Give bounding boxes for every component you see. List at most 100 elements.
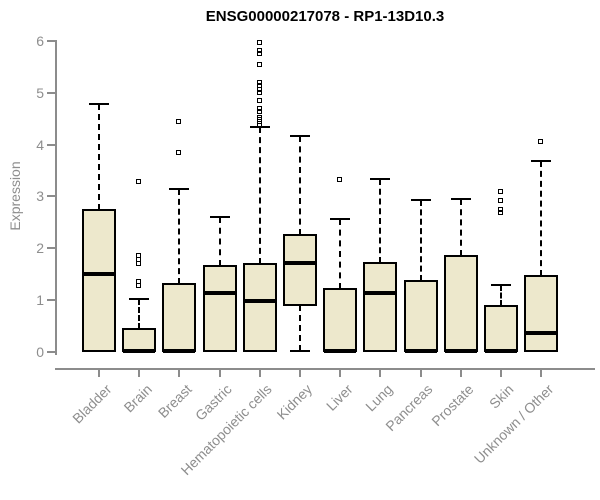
outlier-hematopoietic-cells (256, 98, 262, 104)
whisker-upper-liver (339, 219, 342, 290)
outlier-hematopoietic-cells (256, 108, 262, 114)
x-tick-label-breast: Breast (154, 381, 195, 421)
median-unknown-other (525, 330, 558, 335)
x-tick (419, 369, 422, 377)
x-tick (299, 369, 301, 377)
chart-title: ENSG00000217078 - RP1-13D10.3 (205, 8, 445, 25)
whisker-cap-upper-prostate (450, 197, 471, 200)
outlier-hematopoietic-cells (256, 90, 262, 96)
y-tick-label: 1 (36, 292, 44, 309)
box-pancreas (403, 279, 438, 352)
y-tick-label: 0 (36, 344, 44, 360)
box-gastric (202, 264, 237, 352)
outlier-breast (176, 118, 182, 124)
whisker-cap-upper-skin (491, 283, 511, 286)
y-tick-label: 2 (36, 240, 44, 257)
x-tick (379, 369, 382, 377)
outlier-hematopoietic-cells (256, 50, 262, 56)
x-tick (339, 369, 342, 377)
whisker-lower-kidney (299, 305, 301, 351)
median-kidney (284, 261, 316, 266)
median-hematopoietic-cells (243, 299, 276, 304)
outlier-skin (498, 197, 503, 203)
whisker-cap-upper-breast (169, 188, 190, 191)
median-skin (485, 348, 517, 353)
x-tick (178, 369, 181, 377)
whisker-cap-upper-gastric (209, 216, 230, 219)
box-prostate (443, 255, 478, 352)
median-prostate (444, 348, 477, 353)
box-skin (484, 305, 518, 352)
whisker-cap-upper-brain (129, 297, 150, 300)
x-tick (258, 369, 261, 377)
y-tick-label: 5 (36, 84, 44, 101)
whisker-cap-upper-bladder (89, 103, 109, 106)
outlier-brain (136, 282, 142, 288)
box-liver (323, 288, 358, 352)
whisker-cap-upper-pancreas (410, 198, 431, 201)
x-tick-label-skin: Skin (485, 381, 517, 412)
whisker-upper-skin (500, 284, 502, 307)
x-tick-label-lung: Lung (362, 381, 396, 415)
outlier-skin (498, 210, 503, 216)
x-tick-label-bladder: Bladder (68, 381, 115, 427)
whisker-cap-upper-lung (370, 178, 391, 181)
whisker-upper-unknown-other (540, 161, 543, 276)
y-tick-label: 6 (36, 32, 44, 49)
y-axis-title: Expression (7, 161, 23, 231)
whisker-cap-upper-kidney (290, 135, 310, 138)
whisker-cap-upper-unknown-other (531, 160, 552, 163)
x-tick-label-brain: Brain (120, 381, 155, 416)
outlier-skin (498, 189, 503, 195)
box-breast (162, 282, 197, 352)
whisker-upper-breast (178, 189, 181, 284)
whisker-upper-gastric (218, 217, 221, 266)
median-bladder (83, 271, 115, 276)
x-tick (98, 369, 100, 377)
outlier-hematopoietic-cells (256, 106, 262, 112)
median-gastric (203, 291, 236, 296)
y-axis-line (55, 39, 57, 355)
whisker-upper-lung (379, 179, 382, 263)
y-tick-label: 4 (36, 136, 44, 153)
y-tick-label: 3 (36, 188, 44, 205)
whisker-upper-bladder (98, 104, 100, 211)
y-tick (47, 299, 55, 302)
outlier-unknown-other (538, 139, 544, 144)
y-tick (47, 351, 55, 353)
whisker-upper-prostate (459, 198, 462, 257)
x-axis-line (55, 368, 595, 370)
median-pancreas (404, 348, 437, 353)
whisker-upper-kidney (299, 136, 301, 235)
box-unknown-other (524, 274, 559, 352)
box-hematopoietic-cells (242, 262, 277, 352)
x-tick (459, 369, 462, 377)
outlier-brain (136, 178, 142, 184)
y-tick (47, 39, 55, 42)
x-tick-label-kidney: Kidney (273, 381, 316, 423)
x-tick (138, 369, 141, 377)
outlier-breast (176, 149, 182, 155)
x-tick (500, 369, 502, 377)
outlier-hematopoietic-cells (256, 48, 262, 54)
y-tick (47, 91, 55, 94)
median-liver (324, 348, 357, 353)
outlier-hematopoietic-cells (256, 62, 262, 68)
y-tick (47, 195, 55, 198)
whisker-upper-hematopoietic-cells (258, 127, 261, 264)
x-tick (218, 369, 221, 377)
whisker-upper-pancreas (419, 199, 422, 281)
box-brain (122, 327, 157, 352)
x-tick-label-prostate: Prostate (427, 381, 477, 430)
outlier-hematopoietic-cells (256, 122, 262, 128)
y-tick (47, 247, 55, 250)
whisker-upper-brain (138, 298, 141, 329)
outlier-brain (136, 261, 142, 267)
outlier-hematopoietic-cells (256, 39, 262, 45)
whisker-cap-upper-liver (330, 218, 351, 221)
outlier-hematopoietic-cells (256, 79, 262, 85)
median-brain (123, 348, 156, 353)
whisker-cap-lower-kidney (290, 349, 310, 352)
x-tick (540, 369, 543, 377)
